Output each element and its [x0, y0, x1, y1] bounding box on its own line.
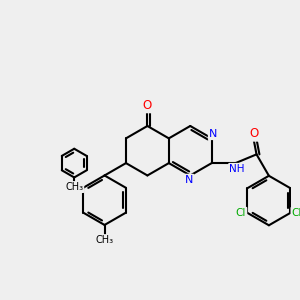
Text: O: O: [249, 128, 258, 140]
Text: CH₃: CH₃: [65, 182, 83, 192]
Text: Cl: Cl: [292, 208, 300, 218]
Text: Cl: Cl: [236, 208, 246, 218]
Text: N: N: [209, 129, 217, 139]
Text: CH₃: CH₃: [95, 235, 114, 245]
Text: O: O: [143, 99, 152, 112]
Text: N: N: [184, 175, 193, 185]
Text: NH: NH: [229, 164, 245, 174]
